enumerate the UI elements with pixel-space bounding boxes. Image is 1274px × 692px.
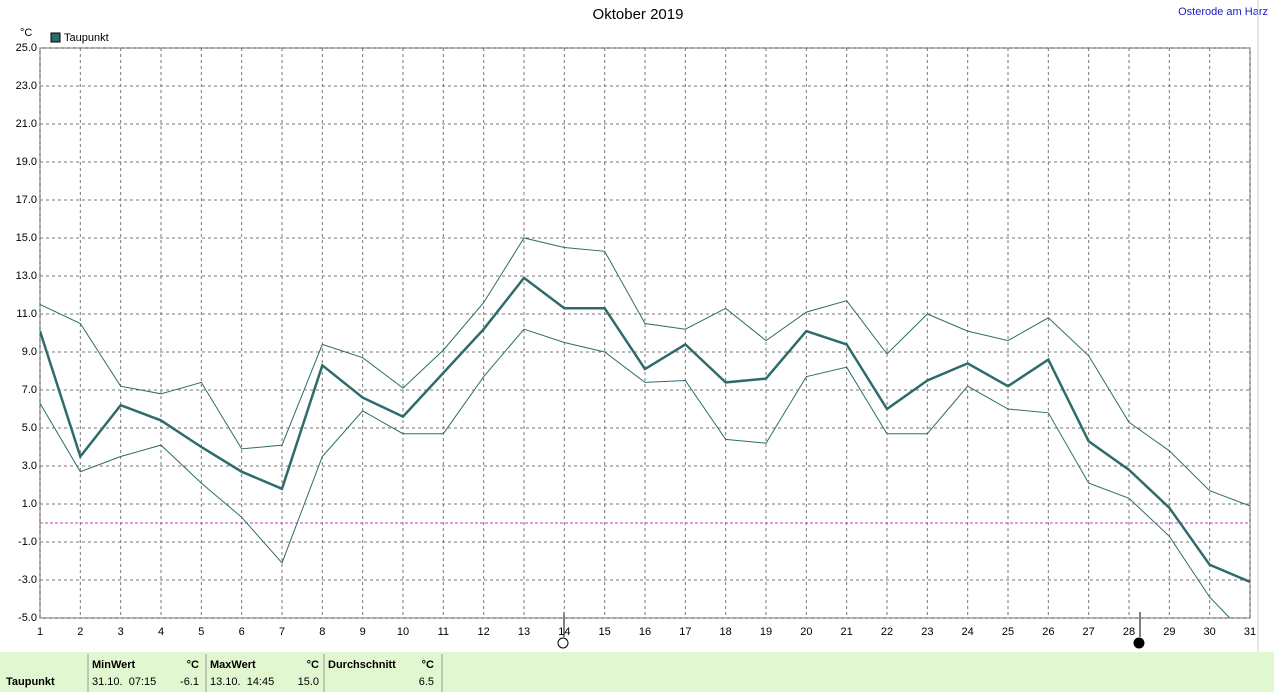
legend-swatch <box>50 32 61 43</box>
y-tick-label: 15.0 <box>16 232 37 244</box>
x-tick-label: 20 <box>800 626 812 638</box>
stats-value: -6.1 <box>180 676 199 688</box>
y-tick-label: 19.0 <box>16 156 37 168</box>
x-tick-label: 24 <box>962 626 974 638</box>
stats-label: Taupunkt <box>6 676 55 688</box>
y-tick-label: 13.0 <box>16 270 37 282</box>
x-tick-label: 15 <box>599 626 611 638</box>
x-tick-label: 11 <box>438 626 449 638</box>
x-tick-label: 21 <box>841 626 853 638</box>
y-tick-label: 23.0 <box>16 80 37 92</box>
y-tick-label: 17.0 <box>16 194 37 206</box>
stats-unit: °C <box>187 659 199 671</box>
x-tick-label: 26 <box>1042 626 1054 638</box>
x-tick-label: 19 <box>760 626 772 638</box>
y-tick-label: 3.0 <box>22 460 37 472</box>
y-tick-label: 5.0 <box>22 422 37 434</box>
y-tick-label: 1.0 <box>22 498 37 510</box>
series-line <box>40 237 1250 507</box>
x-tick-label: 12 <box>478 626 490 638</box>
y-tick-label: -5.0 <box>18 612 37 624</box>
stats-header: MinWert <box>92 659 136 671</box>
series-line <box>40 328 1231 618</box>
y-tick-label: -3.0 <box>18 574 37 586</box>
x-tick-label: 2 <box>77 626 83 638</box>
x-tick-label: 8 <box>319 626 325 638</box>
x-tick-label: 22 <box>881 626 893 638</box>
x-tick-label: 5 <box>198 626 204 638</box>
x-tick-label: 31 <box>1244 626 1256 638</box>
x-tick-label: 25 <box>1002 626 1014 638</box>
full-moon-icon <box>557 637 569 649</box>
y-tick-label: 11.0 <box>16 308 37 320</box>
legend-label: Taupunkt <box>64 32 109 44</box>
x-tick-label: 4 <box>158 626 164 638</box>
x-tick-label: 27 <box>1083 626 1095 638</box>
stats-unit: °C <box>307 659 319 671</box>
x-tick-label: 16 <box>639 626 651 638</box>
y-unit: °C <box>20 27 32 39</box>
y-tick-label: 21.0 <box>16 118 37 130</box>
stats-value: 6.5 <box>419 676 434 688</box>
x-tick-label: 17 <box>679 626 691 638</box>
x-tick-label: 9 <box>360 626 366 638</box>
x-tick-label: 28 <box>1123 626 1135 638</box>
stats-header: MaxWert <box>210 659 256 671</box>
plot-lines <box>40 237 1250 618</box>
stats-time: 13.10. 14:45 <box>210 676 274 688</box>
x-tick-label: 18 <box>720 626 732 638</box>
y-tick-label: -1.0 <box>18 536 37 548</box>
x-tick-label: 30 <box>1204 626 1216 638</box>
stats-value: 15.0 <box>298 676 319 688</box>
stats-unit: °C <box>422 659 434 671</box>
stats-panel <box>0 652 1274 692</box>
y-tick-label: 7.0 <box>22 384 37 396</box>
x-tick-label: 1 <box>37 626 43 638</box>
stats-header: Durchschnitt <box>328 659 396 671</box>
x-tick-label: 13 <box>518 626 530 638</box>
x-tick-label: 3 <box>118 626 124 638</box>
new-moon-icon <box>1133 637 1145 649</box>
chart-title: Oktober 2019 <box>593 6 684 23</box>
x-tick-label: 29 <box>1163 626 1175 638</box>
x-tick-label: 14 <box>558 626 570 638</box>
x-tick-label: 7 <box>279 626 285 638</box>
stats-time: 31.10. 07:15 <box>92 676 156 688</box>
x-tick-label: 10 <box>397 626 409 638</box>
series-line <box>40 276 1250 584</box>
x-tick-label: 6 <box>239 626 245 638</box>
location: Osterode am Harz <box>1178 6 1268 18</box>
x-tick-label: 23 <box>921 626 933 638</box>
y-tick-label: 25.0 <box>16 42 37 54</box>
y-tick-label: 9.0 <box>22 346 37 358</box>
